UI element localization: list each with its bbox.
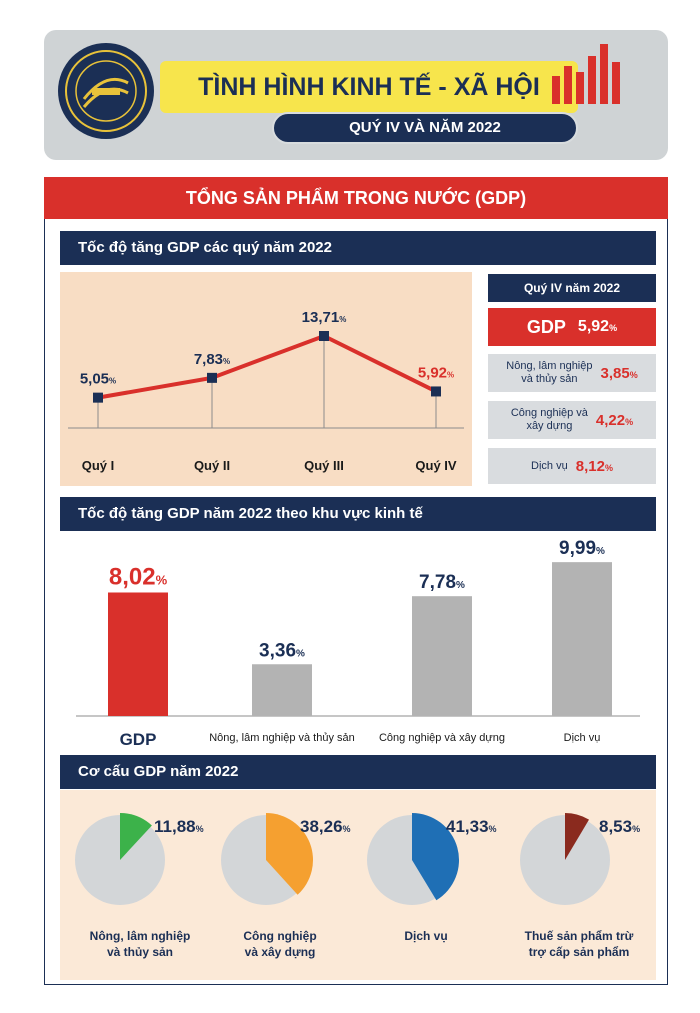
data-label-1: 5,05% [80,371,116,388]
side-gdp-value: 5,92% [577,318,618,335]
bar-category-label-2: Nông, lâm nghiệp và thủy sản [209,732,355,744]
bar-category-label-1: GDP [120,730,157,749]
side-item-value: 4,22% [595,411,634,429]
structure-pie-charts: 11,88% Nông, lâm nghiệp và thủy sản 38,26% C… [75,813,640,959]
side-panel-header: Quý IV năm 2022 [488,274,656,302]
side-item-label: Dịch vụ [531,459,568,472]
gdp-growth-line [97,333,437,400]
bar-category-label-4: Dịch vụ [564,732,601,744]
sector-bar-chart: 8,02% GDP 3,36% Nông, lâm nghiệp và thủy sả… [76,538,640,749]
side-item-label: Công nghiệp và xây dựng [510,407,588,432]
category-label-3: Quý III [304,458,344,473]
pie-category-label-3: Dịch vụ [404,929,447,943]
pie-category-label-4: Thuế sản phẩm trừ [525,929,634,943]
data-point-3 [319,331,329,341]
bar-3 [412,596,472,716]
pie-slice-1 [120,813,152,860]
data-label-2: 7,83% [194,351,230,368]
bar-1 [108,592,168,716]
section-title-structure: Cơ cấu GDP năm 2022 [60,755,656,789]
quarterly-line-chart: 5,05% Quý I 7,83% Quý II 13,71% Quý III 5,92% Q… [68,309,464,473]
gso-logo-icon [58,43,154,139]
pie-value-label-2: 38,26% [300,817,351,836]
category-label-4: Quý IV [415,458,457,473]
data-point-2 [207,372,217,383]
data-point-1 [93,392,103,403]
side-item-value: 8,12% [575,457,613,475]
side-panel-item: Nông, lâm nghiệp và thủy sản 3,85% [488,354,656,392]
pie-value-label-4: 8,53% [599,817,640,836]
title-bar [160,61,578,113]
side-item-value: 3,85% [600,364,638,382]
category-label-1: Quý I [82,458,115,473]
bar-4 [552,562,612,716]
pie-category-label-4: trợ cấp sản phẩm [529,945,630,959]
side-panel-item: Công nghiệp và xây dựng 4,22% [488,401,656,439]
side-panel-gdp: GDP 5,92% [488,308,656,346]
pie-slice-4 [565,813,589,860]
bar-value-label-2: 3,36% [259,640,305,661]
bar-value-label-1: 8,02% [109,563,168,590]
bar-2 [252,664,312,716]
page-subtitle: QUÝ IV VÀ NĂM 2022 [272,112,578,144]
pie-category-label-2: và xây dựng [245,945,316,959]
pie-category-label-1: Nông, lâm nghiệp [90,929,191,943]
bar-value-label-3: 7,78% [419,572,465,593]
category-label-2: Quý II [194,458,230,473]
side-panel-item: Dịch vụ 8,12% [488,448,656,484]
bar-value-label-4: 9,99% [559,538,605,559]
side-gdp-label: GDP [526,316,566,337]
side-item-label: Nông, lâm nghiệp và thủy sản [506,360,593,385]
pie-value-label-1: 11,88% [154,817,204,836]
pie-category-label-1: và thủy sản [107,945,173,959]
pie-value-label-3: 41,33% [446,817,497,836]
pie-slice-3 [412,813,460,901]
pie-slice-2 [266,813,313,895]
data-label-3: 13,71% [302,309,347,326]
section-title-sector: Tốc độ tăng GDP năm 2022 theo khu vực ki… [60,497,656,531]
data-label-4: 5,92% [418,364,454,381]
quarterly-chart-background [60,272,472,486]
page-title: TÌNH HÌNH KINH TẾ - XÃ HỘI [198,73,540,101]
data-point-4 [431,386,441,397]
gdp-banner: TỔNG SẢN PHẨM TRONG NƯỚC (GDP) [44,177,668,219]
bar-category-label-3: Công nghiệp và xây dựng [379,732,505,744]
bar-chart-icon [552,44,620,104]
pie-category-label-2: Công nghiệp [243,929,316,943]
section-title-quarterly: Tốc độ tăng GDP các quý năm 2022 [60,231,656,265]
